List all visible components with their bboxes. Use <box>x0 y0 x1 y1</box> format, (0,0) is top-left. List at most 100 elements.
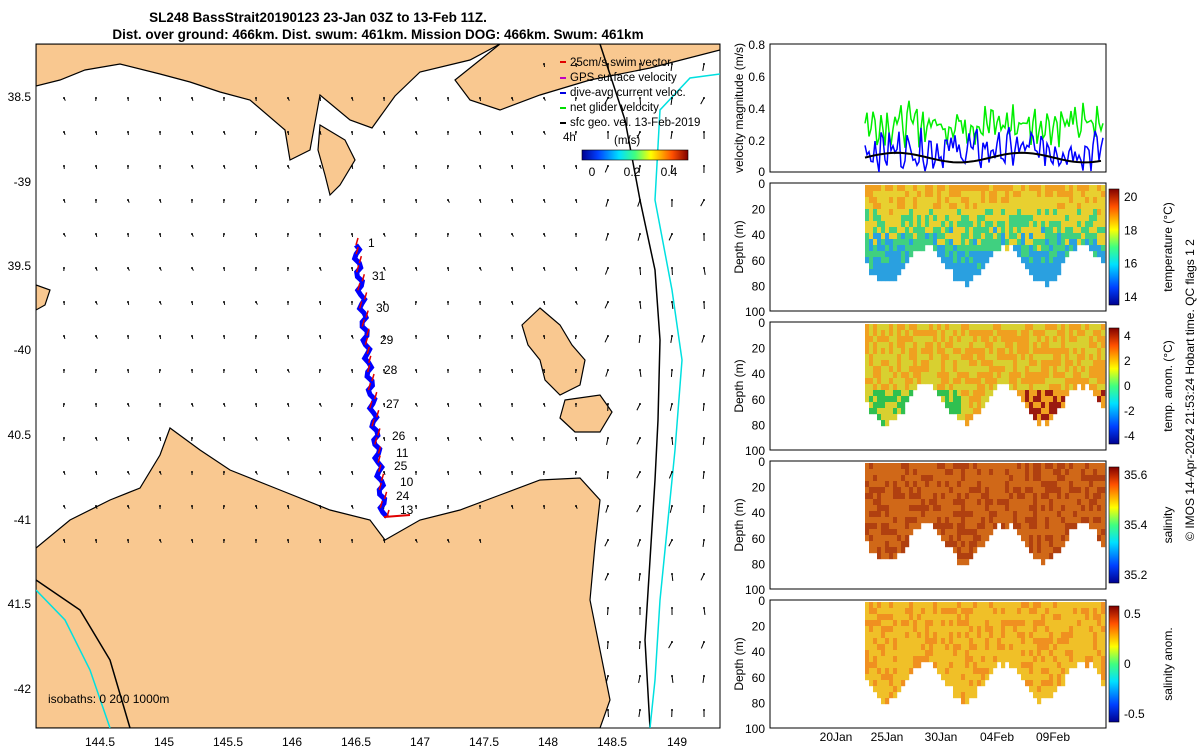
section-cell <box>881 257 886 264</box>
section-cell <box>965 209 970 216</box>
section-cell <box>1001 620 1006 627</box>
section-cell <box>957 330 962 337</box>
section-cell <box>1081 620 1086 627</box>
section-cell <box>1081 499 1086 506</box>
section-cell <box>1093 185 1098 192</box>
section-cell <box>897 686 902 693</box>
section-cell <box>1009 656 1014 663</box>
section-cell <box>1025 233 1030 240</box>
velocity-arrow-dot <box>127 437 129 439</box>
section-cell <box>881 221 886 228</box>
section-cell <box>917 499 922 506</box>
velocity-arrow <box>605 199 609 207</box>
velocity-arrow-dot <box>671 335 673 337</box>
section-cell <box>905 191 910 198</box>
section-cell <box>1045 541 1050 548</box>
section-cell <box>937 475 942 482</box>
section-cell <box>1037 644 1042 651</box>
section-cell <box>885 360 890 367</box>
section-cell <box>909 203 914 210</box>
section-cell <box>889 402 894 409</box>
section-cell <box>1033 680 1038 687</box>
section-cell <box>981 529 986 536</box>
section-cell <box>885 475 890 482</box>
section-cell <box>1089 650 1094 657</box>
section-cell <box>881 674 886 681</box>
velocity-arrow-dot <box>191 165 193 167</box>
section-cell <box>1005 499 1010 506</box>
section-cell <box>1093 348 1098 355</box>
velocity-arrow <box>604 267 609 275</box>
velocity-arrow-dot <box>159 267 161 269</box>
section-cell <box>881 269 886 276</box>
section-cell <box>1029 354 1034 361</box>
section-cell <box>1093 191 1098 198</box>
section-cell <box>881 203 886 210</box>
section-cell <box>941 493 946 500</box>
section-cell <box>1033 209 1038 216</box>
velocity-arrow-dot <box>255 403 257 405</box>
velocity-arrow <box>670 97 673 106</box>
section-cell <box>893 547 898 554</box>
section-cell <box>937 336 942 343</box>
velocity-arrow-dot <box>159 301 161 303</box>
section-cell <box>1021 209 1026 216</box>
velocity-arrow-dot <box>479 233 481 235</box>
section-cell <box>941 650 946 657</box>
section-cell <box>941 324 946 331</box>
section-cell <box>953 614 958 621</box>
section-cell <box>885 608 890 615</box>
section-cell <box>885 269 890 276</box>
section-cell <box>885 638 890 645</box>
section-cell <box>941 614 946 621</box>
section-cell <box>1029 348 1034 355</box>
velocity-arrow <box>671 675 674 684</box>
velocity-arrow-dot <box>63 335 65 337</box>
section-cell <box>1041 209 1046 216</box>
section-cell <box>1069 620 1074 627</box>
section-cell <box>1101 384 1106 391</box>
section-cell <box>877 251 882 258</box>
section-cell <box>885 336 890 343</box>
section-cell <box>1073 245 1078 252</box>
section-cell <box>901 674 906 681</box>
section-cell <box>1065 354 1070 361</box>
section-cell <box>969 390 974 397</box>
section-cell <box>1045 487 1050 494</box>
section-cell <box>1065 221 1070 228</box>
section-cell <box>1097 239 1102 246</box>
section-cell <box>957 680 962 687</box>
velocity-arrow-dot <box>159 97 161 99</box>
section-cell <box>1073 215 1078 222</box>
section-cell <box>969 275 974 282</box>
section-cell <box>1021 336 1026 343</box>
section-cell <box>961 221 966 228</box>
section-cell <box>877 481 882 488</box>
section-cell <box>1033 614 1038 621</box>
section-cell <box>929 505 934 512</box>
section-cell <box>1053 348 1058 355</box>
velocity-arrow <box>637 199 641 207</box>
section-cell <box>1025 372 1030 379</box>
section-cell <box>1045 638 1050 645</box>
section-cell <box>945 511 950 518</box>
section-cell <box>897 336 902 343</box>
section-cell <box>997 330 1002 337</box>
section-cell <box>1029 197 1034 204</box>
section-cell <box>989 602 994 609</box>
section-cell <box>885 463 890 470</box>
lon-tick: 148 <box>538 735 558 749</box>
section-cell <box>985 511 990 518</box>
velocity-arrow-dot <box>479 199 481 201</box>
section-cell <box>957 541 962 548</box>
section-cell <box>1077 650 1082 657</box>
section-cell <box>961 674 966 681</box>
section-cell <box>941 463 946 470</box>
section-cell <box>877 227 882 234</box>
section-cell <box>933 620 938 627</box>
section-cell <box>1101 227 1106 234</box>
section-cell <box>885 529 890 536</box>
section-cell <box>1085 644 1090 651</box>
section-cell <box>1049 463 1054 470</box>
